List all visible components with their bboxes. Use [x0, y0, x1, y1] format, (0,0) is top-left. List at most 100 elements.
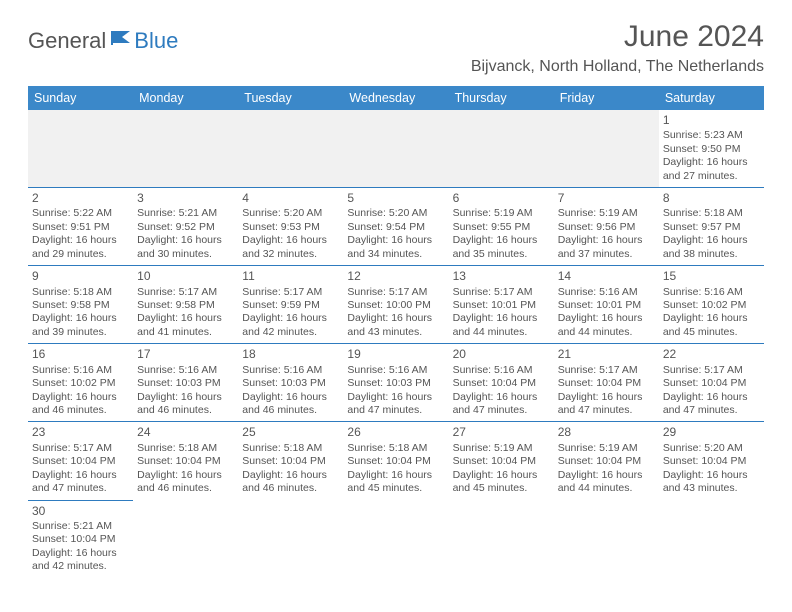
sunset-text: Sunset: 10:04 PM [32, 533, 129, 546]
daylight-text: Daylight: 16 hours [32, 234, 129, 247]
daylight-text: and 38 minutes. [663, 248, 760, 261]
daylight-text: and 45 minutes. [663, 326, 760, 339]
day-number: 21 [558, 347, 655, 362]
sunset-text: Sunset: 9:56 PM [558, 221, 655, 234]
day-number: 18 [242, 347, 339, 362]
day-number: 4 [242, 191, 339, 206]
day-number: 9 [32, 269, 129, 284]
sunset-text: Sunset: 10:03 PM [347, 377, 444, 390]
daylight-text: and 43 minutes. [347, 326, 444, 339]
day-number: 23 [32, 425, 129, 440]
daylight-text: and 42 minutes. [32, 560, 129, 573]
sunset-text: Sunset: 10:04 PM [32, 455, 129, 468]
flag-icon [110, 29, 132, 52]
calendar-cell [343, 110, 448, 188]
sunset-text: Sunset: 10:04 PM [558, 455, 655, 468]
calendar-row: 2Sunrise: 5:22 AMSunset: 9:51 PMDaylight… [28, 188, 764, 266]
calendar-row: 16Sunrise: 5:16 AMSunset: 10:02 PMDaylig… [28, 344, 764, 422]
daylight-text: and 45 minutes. [347, 482, 444, 495]
calendar-cell: 30Sunrise: 5:21 AMSunset: 10:04 PMDaylig… [28, 500, 133, 578]
calendar-cell: 12Sunrise: 5:17 AMSunset: 10:00 PMDaylig… [343, 266, 448, 344]
daylight-text: Daylight: 16 hours [347, 312, 444, 325]
day-number: 30 [32, 504, 129, 519]
calendar-row: 9Sunrise: 5:18 AMSunset: 9:58 PMDaylight… [28, 266, 764, 344]
sunset-text: Sunset: 10:04 PM [453, 455, 550, 468]
sunrise-text: Sunrise: 5:20 AM [242, 207, 339, 220]
calendar-cell: 24Sunrise: 5:18 AMSunset: 10:04 PMDaylig… [133, 422, 238, 500]
daylight-text: Daylight: 16 hours [242, 391, 339, 404]
sunrise-text: Sunrise: 5:16 AM [558, 286, 655, 299]
sunrise-text: Sunrise: 5:21 AM [32, 520, 129, 533]
daylight-text: and 34 minutes. [347, 248, 444, 261]
day-header: Friday [554, 86, 659, 110]
daylight-text: and 27 minutes. [663, 170, 760, 183]
daylight-text: and 46 minutes. [137, 404, 234, 417]
calendar-cell: 6Sunrise: 5:19 AMSunset: 9:55 PMDaylight… [449, 188, 554, 266]
calendar-cell: 4Sunrise: 5:20 AMSunset: 9:53 PMDaylight… [238, 188, 343, 266]
day-number: 26 [347, 425, 444, 440]
sunset-text: Sunset: 9:58 PM [137, 299, 234, 312]
daylight-text: Daylight: 16 hours [558, 469, 655, 482]
daylight-text: and 46 minutes. [242, 404, 339, 417]
calendar-cell: 13Sunrise: 5:17 AMSunset: 10:01 PMDaylig… [449, 266, 554, 344]
day-number: 25 [242, 425, 339, 440]
calendar-cell: 21Sunrise: 5:17 AMSunset: 10:04 PMDaylig… [554, 344, 659, 422]
daylight-text: Daylight: 16 hours [242, 234, 339, 247]
sunset-text: Sunset: 9:54 PM [347, 221, 444, 234]
sunrise-text: Sunrise: 5:16 AM [663, 286, 760, 299]
sunset-text: Sunset: 10:04 PM [242, 455, 339, 468]
daylight-text: and 44 minutes. [558, 482, 655, 495]
calendar-cell [554, 110, 659, 188]
daylight-text: and 47 minutes. [32, 482, 129, 495]
sunrise-text: Sunrise: 5:20 AM [663, 442, 760, 455]
sunrise-text: Sunrise: 5:19 AM [453, 207, 550, 220]
day-number: 16 [32, 347, 129, 362]
daylight-text: Daylight: 16 hours [137, 312, 234, 325]
day-number: 5 [347, 191, 444, 206]
calendar-cell [554, 500, 659, 578]
calendar-cell [28, 110, 133, 188]
sunset-text: Sunset: 9:53 PM [242, 221, 339, 234]
calendar-cell: 14Sunrise: 5:16 AMSunset: 10:01 PMDaylig… [554, 266, 659, 344]
calendar-cell [659, 500, 764, 578]
sunrise-text: Sunrise: 5:18 AM [242, 442, 339, 455]
sunrise-text: Sunrise: 5:18 AM [137, 442, 234, 455]
calendar-cell: 19Sunrise: 5:16 AMSunset: 10:03 PMDaylig… [343, 344, 448, 422]
day-header-row: Sunday Monday Tuesday Wednesday Thursday… [28, 86, 764, 110]
sunset-text: Sunset: 10:04 PM [347, 455, 444, 468]
daylight-text: Daylight: 16 hours [32, 391, 129, 404]
calendar-cell: 28Sunrise: 5:19 AMSunset: 10:04 PMDaylig… [554, 422, 659, 500]
calendar-cell: 16Sunrise: 5:16 AMSunset: 10:02 PMDaylig… [28, 344, 133, 422]
sunrise-text: Sunrise: 5:17 AM [453, 286, 550, 299]
daylight-text: and 42 minutes. [242, 326, 339, 339]
daylight-text: Daylight: 16 hours [32, 547, 129, 560]
calendar-cell: 10Sunrise: 5:17 AMSunset: 9:58 PMDayligh… [133, 266, 238, 344]
daylight-text: and 44 minutes. [558, 326, 655, 339]
daylight-text: and 30 minutes. [137, 248, 234, 261]
calendar-cell: 23Sunrise: 5:17 AMSunset: 10:04 PMDaylig… [28, 422, 133, 500]
daylight-text: Daylight: 16 hours [453, 391, 550, 404]
sunrise-text: Sunrise: 5:19 AM [558, 442, 655, 455]
day-number: 13 [453, 269, 550, 284]
calendar-cell: 2Sunrise: 5:22 AMSunset: 9:51 PMDaylight… [28, 188, 133, 266]
daylight-text: and 44 minutes. [453, 326, 550, 339]
title-block: June 2024 Bijvanck, North Holland, The N… [471, 20, 764, 76]
sunset-text: Sunset: 10:00 PM [347, 299, 444, 312]
daylight-text: Daylight: 16 hours [453, 469, 550, 482]
sunset-text: Sunset: 9:52 PM [137, 221, 234, 234]
location: Bijvanck, North Holland, The Netherlands [471, 58, 764, 76]
calendar-cell: 15Sunrise: 5:16 AMSunset: 10:02 PMDaylig… [659, 266, 764, 344]
daylight-text: and 47 minutes. [453, 404, 550, 417]
calendar-cell: 7Sunrise: 5:19 AMSunset: 9:56 PMDaylight… [554, 188, 659, 266]
sunrise-text: Sunrise: 5:17 AM [663, 364, 760, 377]
sunset-text: Sunset: 10:01 PM [558, 299, 655, 312]
sunrise-text: Sunrise: 5:19 AM [558, 207, 655, 220]
daylight-text: and 47 minutes. [347, 404, 444, 417]
daylight-text: and 29 minutes. [32, 248, 129, 261]
calendar-row: 1Sunrise: 5:23 AMSunset: 9:50 PMDaylight… [28, 110, 764, 188]
sunrise-text: Sunrise: 5:17 AM [347, 286, 444, 299]
sunrise-text: Sunrise: 5:22 AM [32, 207, 129, 220]
sunset-text: Sunset: 10:01 PM [453, 299, 550, 312]
calendar-cell: 29Sunrise: 5:20 AMSunset: 10:04 PMDaylig… [659, 422, 764, 500]
daylight-text: and 45 minutes. [453, 482, 550, 495]
